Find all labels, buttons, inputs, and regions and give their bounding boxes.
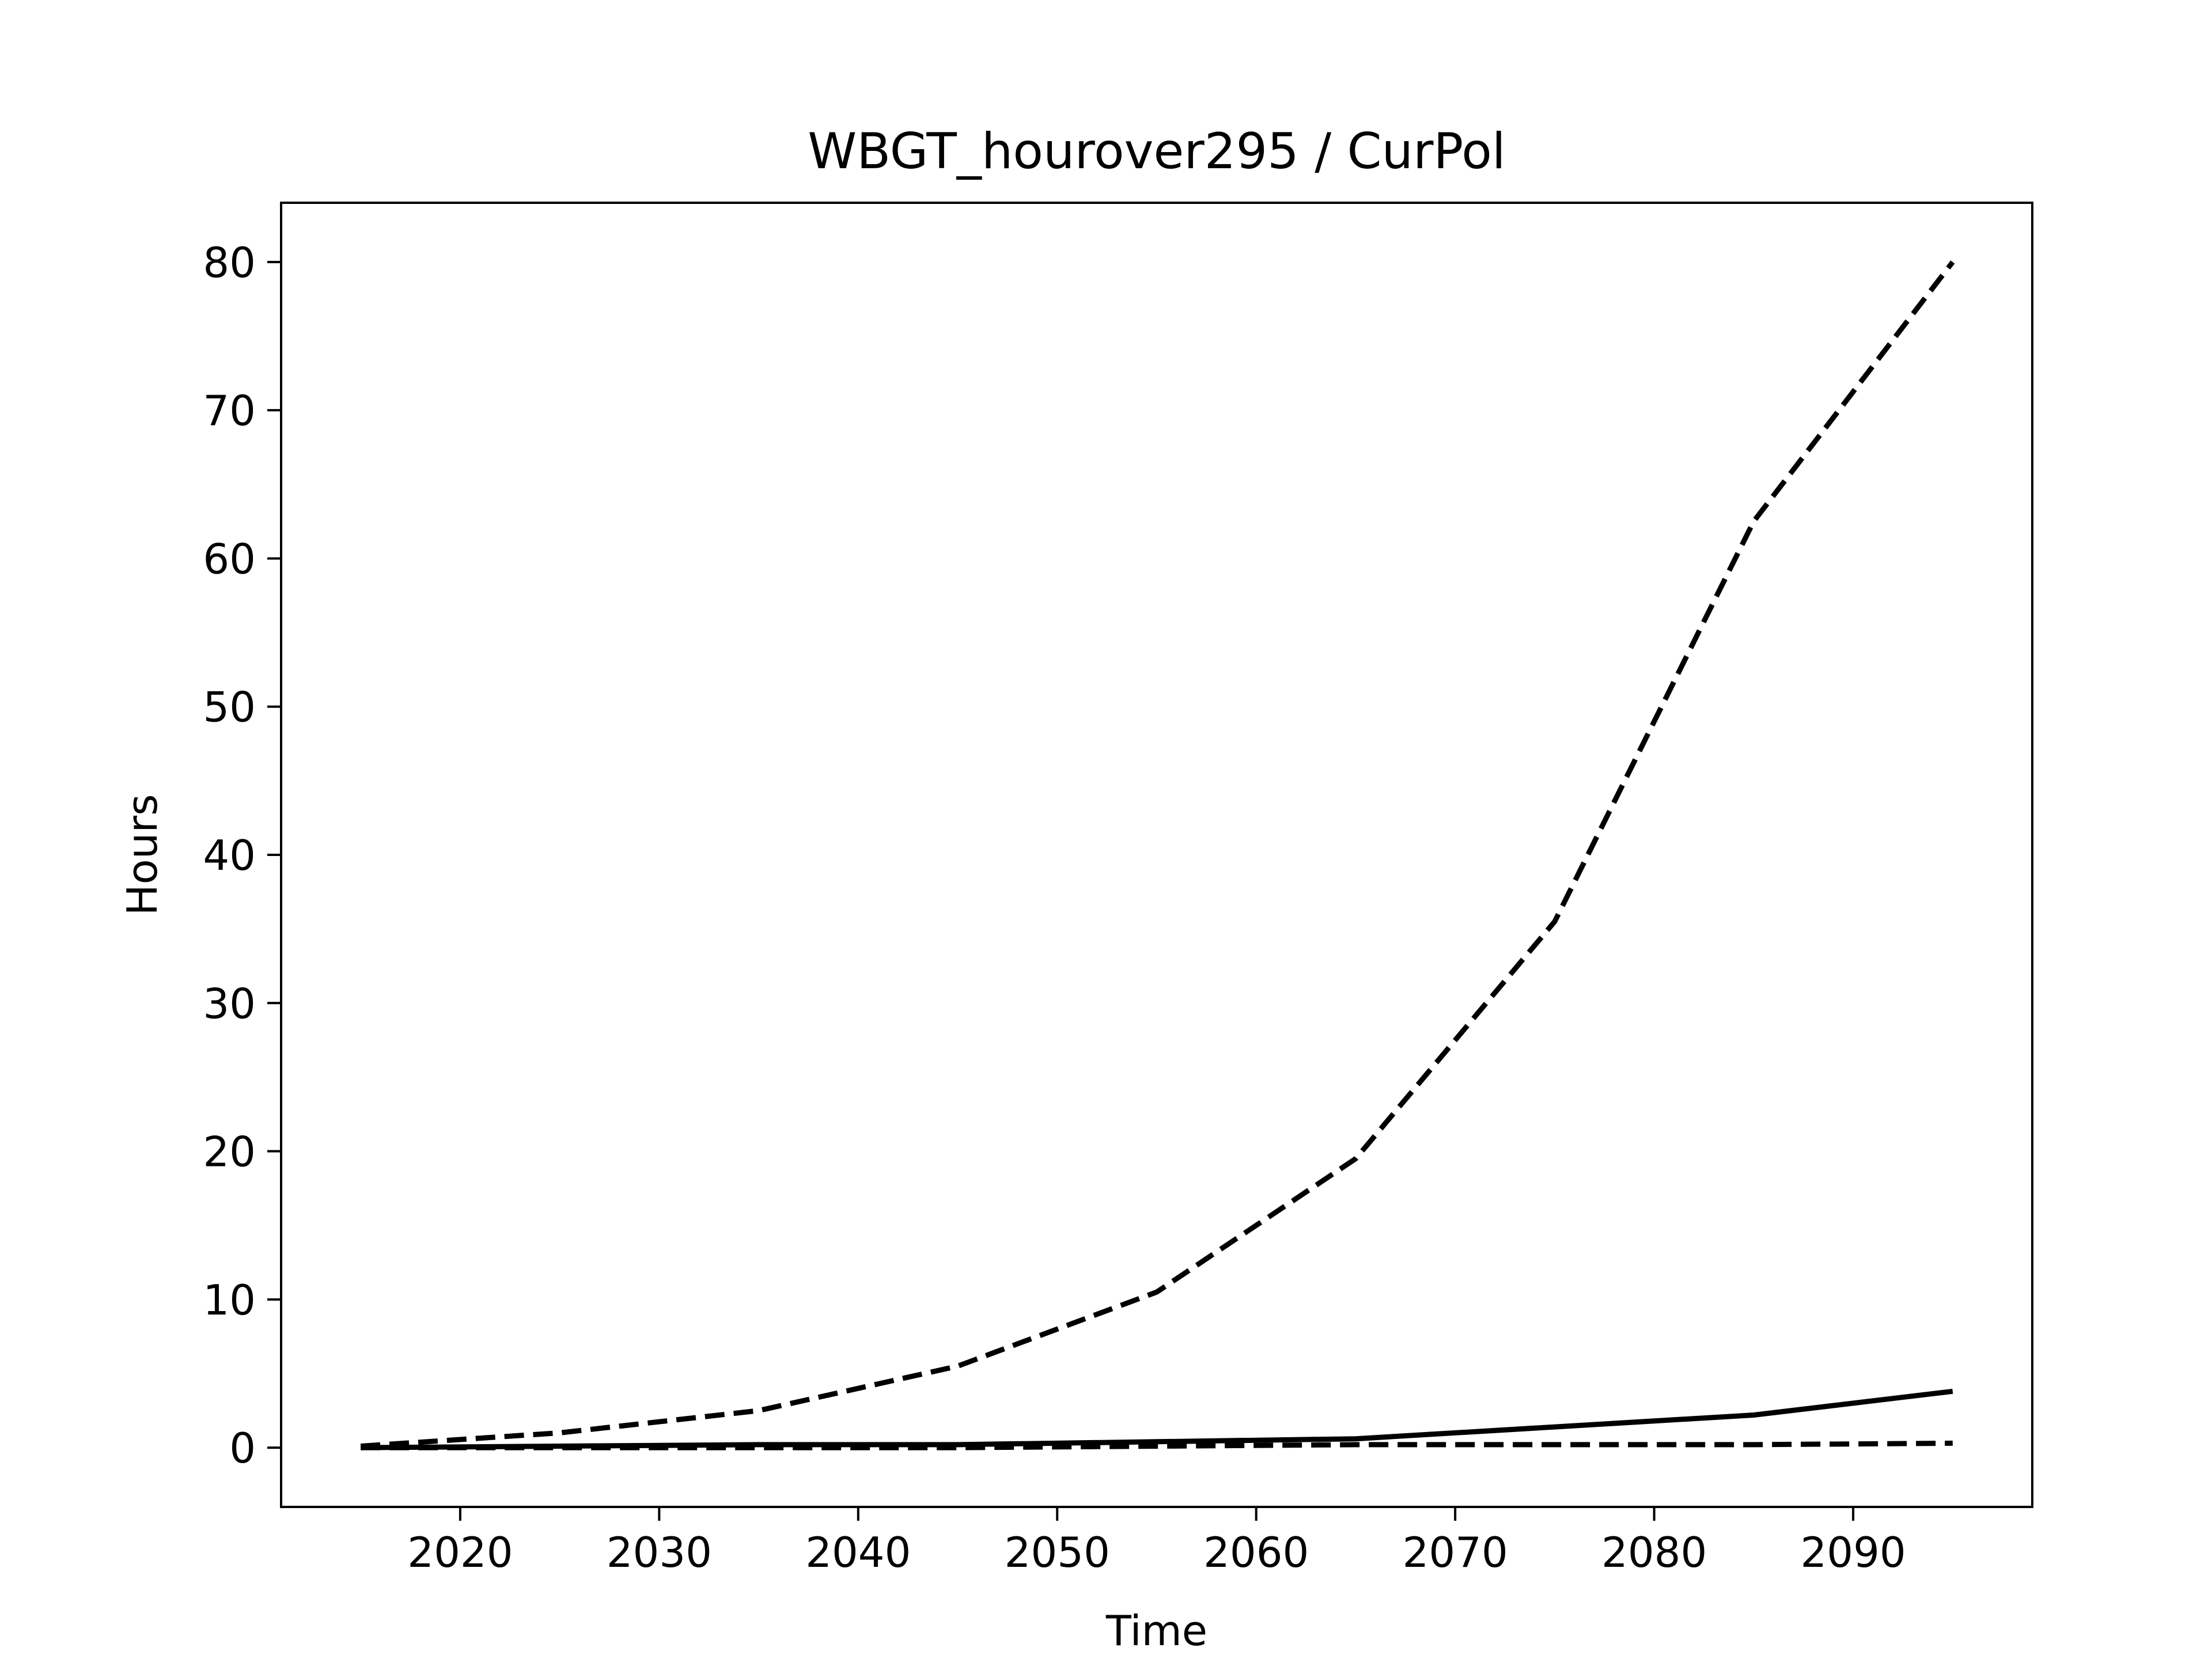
y-axis-label: Hours (118, 794, 166, 916)
x-tick-label: 2020 (407, 1528, 513, 1577)
series-line-3 (361, 1440, 1953, 1450)
y-tick-label: 10 (203, 1276, 256, 1324)
y-axis-ticks: 0 10 20 30 40 50 60 70 80 (203, 238, 281, 1472)
y-tick-label: 40 (203, 831, 256, 880)
x-tick-label: 2070 (1403, 1528, 1508, 1577)
y-tick-label: 80 (203, 238, 256, 287)
x-tick-label: 2060 (1203, 1528, 1309, 1577)
y-tick-label: 20 (203, 1128, 256, 1176)
y-tick-label: 50 (203, 683, 256, 732)
series-layer (360, 260, 1955, 1450)
x-axis-label: Time (1105, 1607, 1207, 1655)
series-line-1 (360, 260, 1955, 1449)
y-tick-label: 30 (203, 979, 256, 1028)
series-line-2 (361, 1388, 1953, 1450)
x-axis-ticks: 2020 2030 2040 2050 2060 2070 2080 2090 (407, 1507, 1906, 1577)
chart-title: WBGT_hourover295 / CurPol (808, 123, 1506, 180)
x-tick-label: 2090 (1800, 1528, 1906, 1577)
x-tick-label: 2030 (607, 1528, 712, 1577)
x-tick-label: 2080 (1601, 1528, 1707, 1577)
y-tick-label: 60 (203, 535, 256, 583)
y-tick-label: 70 (203, 387, 256, 435)
y-tick-label: 0 (229, 1424, 256, 1472)
x-tick-label: 2050 (1005, 1528, 1110, 1577)
x-tick-label: 2040 (805, 1528, 911, 1577)
plot-frame (280, 202, 2033, 1508)
